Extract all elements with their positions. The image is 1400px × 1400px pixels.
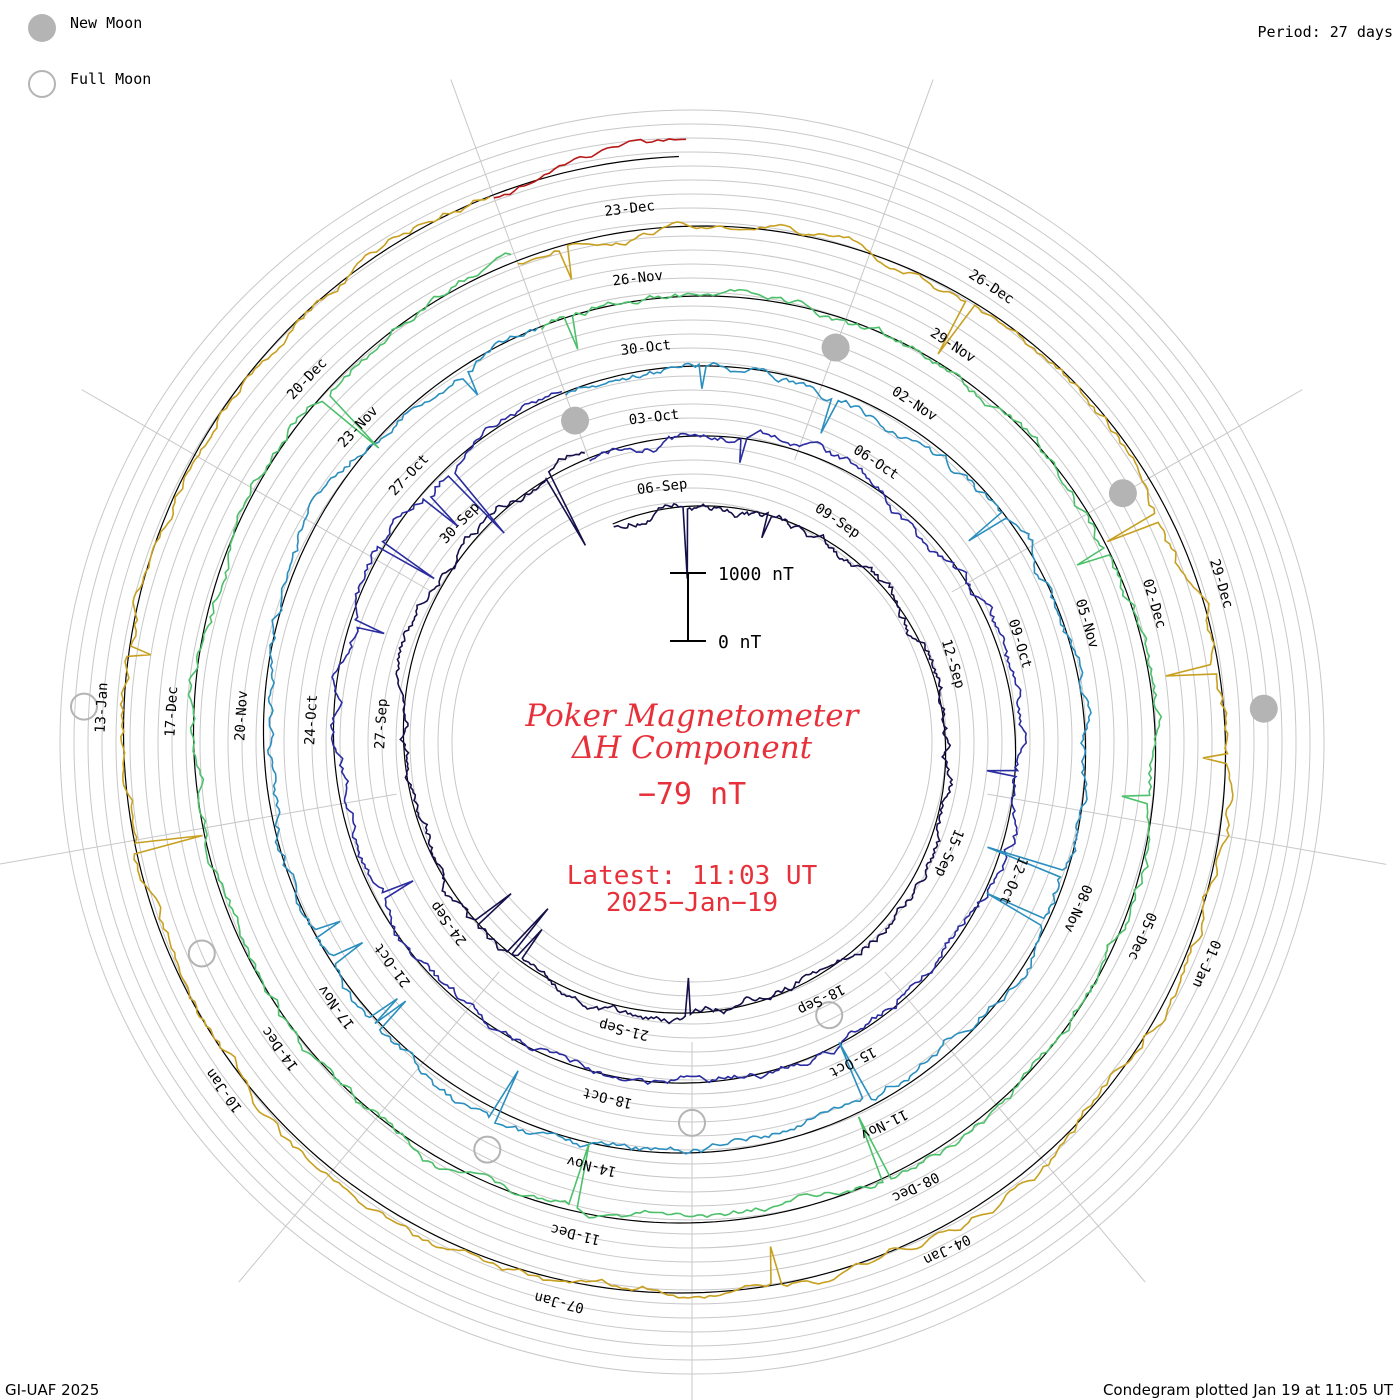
date-label: 26-Nov <box>612 268 664 290</box>
latest-date: 2025−Jan−19 <box>606 888 778 918</box>
date-label: 01-Jan <box>1189 937 1224 990</box>
series-turn-6 <box>493 138 687 199</box>
day-spoke <box>0 793 397 865</box>
period-label: Period: 27 days <box>1258 23 1393 41</box>
full-moon-legend-label: Full Moon <box>70 70 151 88</box>
plotted-at-label: Condegram plotted Jan 19 at 11:05 UT <box>1103 1381 1394 1399</box>
baseline-turn <box>122 194 1227 1294</box>
day-spoke <box>794 79 934 461</box>
date-label: 08-Nov <box>1060 882 1095 935</box>
new-moon-legend-label: New Moon <box>70 14 142 32</box>
scale-top-label: 1000 nT <box>718 564 794 585</box>
full-moon-marker <box>187 939 216 968</box>
series-turn-5 <box>119 196 1234 1299</box>
series-turn-3 <box>266 326 1092 1155</box>
series-turn-4 <box>187 252 1163 1219</box>
grid-ring <box>409 459 975 1025</box>
grid-ring <box>423 473 961 1011</box>
new-moon-marker <box>1108 479 1137 508</box>
chart-title: Poker Magnetometer <box>525 698 861 734</box>
day-spoke <box>987 793 1387 865</box>
full-moon-legend-icon <box>28 70 56 98</box>
new-moon-marker <box>821 333 850 362</box>
day-spoke <box>81 389 433 593</box>
date-label: 06-Sep <box>636 476 688 498</box>
new-moon-marker <box>1249 694 1278 723</box>
date-label: 12-Oct <box>996 854 1031 907</box>
current-value: −79 nT <box>638 777 746 812</box>
date-label: 27-Sep <box>372 698 391 749</box>
baseline-turn <box>492 155 679 196</box>
date-label: 17-Dec <box>162 686 181 737</box>
series-turn-2 <box>329 390 1028 1085</box>
new-moon-legend-icon <box>28 14 56 42</box>
full-moon-marker <box>69 692 98 721</box>
date-label: 24-Oct <box>302 694 321 745</box>
new-moon-marker <box>561 406 590 435</box>
baseline-turn <box>192 260 1157 1224</box>
chart-subtitle: ΔH Component <box>571 730 813 766</box>
day-spoke <box>884 971 1146 1283</box>
date-label: 17-Nov <box>315 982 358 1032</box>
full-moon-marker <box>473 1135 502 1164</box>
full-moon-marker <box>678 1108 706 1137</box>
date-label: 03-Oct <box>628 407 680 429</box>
full-moon-marker <box>815 1001 844 1030</box>
date-label: 23-Dec <box>604 198 656 220</box>
moon-markers <box>69 333 1278 1164</box>
grid-ring <box>451 501 933 983</box>
baseline-turn <box>262 326 1087 1154</box>
date-label: 13-Jan <box>93 682 112 733</box>
scale-bottom-label: 0 nT <box>718 632 762 653</box>
baseline-turn <box>402 457 947 1014</box>
grid-ring <box>395 445 989 1039</box>
date-label: 20-Nov <box>232 690 251 741</box>
day-spoke <box>450 79 590 461</box>
day-spoke <box>238 971 500 1283</box>
date-label: 30-Oct <box>620 337 672 359</box>
date-label: 24-Sep <box>427 898 470 948</box>
grid-ring <box>437 487 947 997</box>
baseline-turn <box>332 391 1017 1084</box>
data-series <box>119 138 1234 1299</box>
baseline-spiral <box>122 155 1227 1294</box>
credit-label: GI-UAF 2025 <box>5 1381 99 1399</box>
series-turn-1 <box>395 451 954 1025</box>
latest-time: Latest: 11:03 UT <box>567 861 818 891</box>
